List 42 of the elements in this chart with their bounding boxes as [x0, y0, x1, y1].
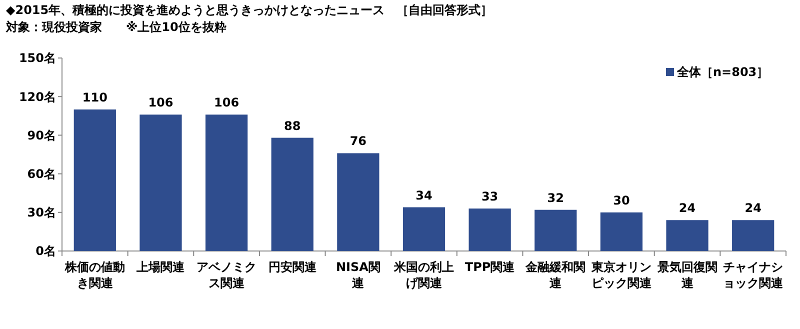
- data-label: 88: [284, 118, 301, 133]
- bar: [468, 208, 511, 251]
- y-tick-label: 90名: [27, 128, 56, 142]
- data-label: 106: [148, 96, 174, 110]
- chart-title: ◆2015年、積極的に投資を進めようと思うきっかけとなったニュース ［自由回答形式］: [6, 3, 493, 17]
- data-label: 76: [350, 134, 367, 148]
- x-tick-label: 金融緩和関連: [524, 260, 586, 290]
- bar: [666, 220, 708, 251]
- x-tick-label: 円安関連: [268, 260, 318, 274]
- legend-label: 全体［n=803］: [676, 65, 769, 79]
- y-tick-label: 120名: [18, 90, 56, 104]
- x-tick-label: 東京オリンピック関連: [590, 260, 652, 290]
- bar: [732, 220, 774, 251]
- data-label: 30: [613, 193, 630, 208]
- y-tick-label: 30名: [27, 206, 56, 220]
- y-tick-label: 60名: [27, 167, 56, 181]
- data-label: 24: [678, 201, 696, 216]
- x-tick-label: 景気回復関連: [656, 260, 718, 290]
- x-tick-label: チャイナショック関連: [723, 260, 784, 290]
- x-tick-label: TPP関連: [464, 260, 516, 274]
- bar: [402, 207, 446, 251]
- x-tick-label: 上場関連: [136, 260, 186, 274]
- bar: [140, 114, 182, 251]
- x-tick-label: 米国の利上げ関連: [393, 260, 454, 290]
- chart-subtitle: 対象：現役投資家 ※上位10位を抜粋: [5, 20, 226, 34]
- data-label: 34: [416, 188, 432, 202]
- x-tick-label: アベノミクス関連: [196, 260, 257, 290]
- x-tick-label: 株価の値動き関連: [64, 260, 125, 290]
- data-label: 32: [547, 190, 564, 205]
- y-tick-label: 150名: [18, 51, 56, 66]
- bar: [74, 109, 116, 251]
- data-label: 33: [481, 190, 498, 204]
- data-label: 110: [82, 90, 108, 104]
- y-tick-label: 0名: [36, 244, 56, 258]
- bar: [600, 212, 643, 251]
- data-label: 106: [214, 96, 240, 110]
- data-label: 24: [744, 201, 762, 216]
- bar: [271, 138, 314, 251]
- x-tick-label: NISA関連: [336, 260, 380, 290]
- bar: [337, 153, 380, 251]
- bar: [205, 114, 248, 251]
- bar: [534, 210, 577, 251]
